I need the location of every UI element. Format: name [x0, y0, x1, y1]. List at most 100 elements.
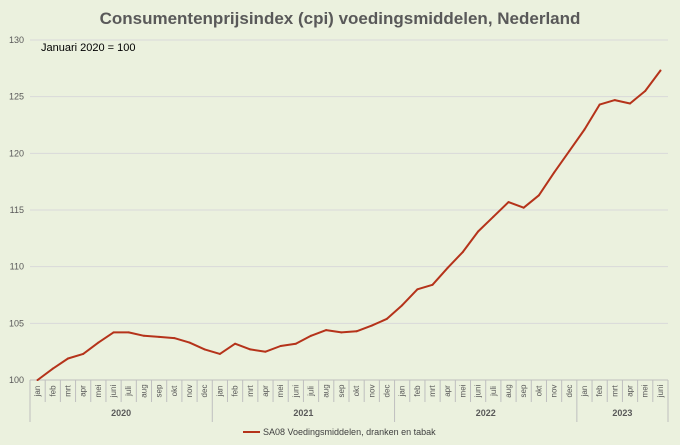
x-tick-label: mei	[94, 384, 103, 397]
data-point	[142, 334, 145, 337]
data-point	[583, 128, 586, 131]
x-tick-label: mrt	[610, 384, 619, 396]
data-point	[66, 357, 69, 360]
data-point	[294, 342, 297, 345]
data-point	[127, 331, 130, 334]
data-point	[310, 334, 313, 337]
x-tick-label: nov	[367, 385, 376, 398]
x-tick-label: nov	[185, 385, 194, 398]
y-tick-label: 105	[9, 318, 24, 328]
x-axis: jan feb mrt apr mei juni juli aug sep okt nov dec ja…	[29, 379, 669, 422]
data-point	[51, 367, 54, 370]
legend: SA08 Voedingsmiddelen, dranken en tabak	[243, 427, 436, 437]
x-tick-label: jan	[33, 386, 42, 398]
x-tick-label: feb	[231, 385, 240, 397]
x-tick-label: juli	[489, 386, 498, 397]
data-point	[507, 201, 510, 204]
gridlines	[30, 39, 668, 381]
x-tick-label: mrt	[63, 384, 72, 396]
data-point	[401, 304, 404, 307]
x-tick-label: feb	[595, 385, 604, 397]
data-point	[218, 352, 221, 355]
y-tick-label: 110	[10, 262, 24, 272]
data-point	[477, 230, 480, 233]
y-tick-label: 115	[10, 205, 24, 215]
x-tick-label: nov	[550, 385, 559, 398]
year-label: 2023	[612, 408, 632, 418]
data-point	[249, 348, 252, 351]
x-tick-label: apr	[79, 385, 88, 397]
x-tick-label: jan	[580, 386, 589, 398]
x-tick-label: aug	[139, 384, 148, 397]
data-point	[203, 348, 206, 351]
x-tick-label: dec	[200, 385, 209, 398]
data-point	[82, 352, 85, 355]
y-tick-label: 125	[9, 92, 24, 102]
x-tick-label: mrt	[246, 384, 255, 396]
chart-title: Consumentenprijsindex (cpi) voedingsmidd…	[100, 9, 581, 28]
x-tick-label: jan	[398, 386, 407, 398]
y-tick-label: 130	[9, 35, 24, 45]
data-point	[522, 206, 525, 209]
data-point	[659, 69, 662, 72]
data-point	[613, 99, 616, 102]
data-point	[264, 350, 267, 353]
series-line	[36, 69, 662, 381]
y-tick-label: 100	[9, 375, 24, 385]
x-tick-label: juni	[291, 385, 300, 399]
chart-annotation: Januari 2020 = 100	[41, 42, 136, 54]
x-tick-label: feb	[48, 385, 57, 397]
x-tick-label: juni	[474, 385, 483, 399]
x-tick-label: mei	[458, 384, 467, 397]
x-tick-label: mrt	[428, 384, 437, 396]
year-label: 2020	[111, 408, 131, 418]
data-point	[568, 150, 571, 153]
x-tick-label: juli	[307, 386, 316, 397]
x-tick-label: feb	[413, 385, 422, 397]
data-point	[340, 331, 343, 334]
x-tick-label: okt	[352, 385, 361, 396]
data-point	[553, 171, 556, 174]
data-point	[188, 341, 191, 344]
data-point	[370, 324, 373, 327]
data-point	[385, 317, 388, 320]
x-tick-label: dec	[382, 385, 391, 398]
y-axis: 100 105 110 115 120 125 130	[9, 35, 24, 385]
legend-label: SA08 Voedingsmiddelen, dranken en tabak	[263, 427, 436, 437]
data-point	[629, 102, 632, 105]
x-tick-label: juni	[109, 385, 118, 399]
x-tick-label: juni	[656, 385, 665, 399]
y-tick-label: 120	[9, 148, 24, 158]
data-point	[492, 215, 495, 218]
data-point	[431, 283, 434, 286]
x-tick-label: sep	[155, 384, 164, 397]
data-point	[279, 345, 282, 347]
year-label: 2021	[293, 408, 313, 418]
data-point	[173, 337, 176, 340]
x-tick-label: okt	[170, 385, 179, 396]
data-point	[537, 194, 540, 197]
data-point	[36, 379, 39, 381]
x-tick-label: juli	[124, 386, 133, 397]
data-point	[234, 342, 237, 345]
data-point	[446, 266, 449, 269]
year-label: 2022	[476, 408, 496, 418]
x-tick-label: sep	[519, 384, 528, 397]
x-tick-label: mei	[641, 384, 650, 397]
data-point	[416, 288, 419, 291]
data-point	[355, 330, 358, 333]
x-tick-label: sep	[337, 384, 346, 397]
data-point	[112, 331, 115, 334]
data-point	[598, 103, 601, 106]
data-point	[158, 335, 161, 338]
x-tick-label: mei	[276, 384, 285, 397]
data-point	[97, 341, 100, 344]
x-tick-label: apr	[626, 385, 635, 397]
data-point	[325, 329, 328, 332]
x-tick-label: dec	[565, 385, 574, 398]
x-tick-label: apr	[261, 385, 270, 397]
series-layer	[36, 69, 662, 381]
x-tick-label: aug	[322, 384, 331, 397]
x-tick-label: aug	[504, 384, 513, 397]
